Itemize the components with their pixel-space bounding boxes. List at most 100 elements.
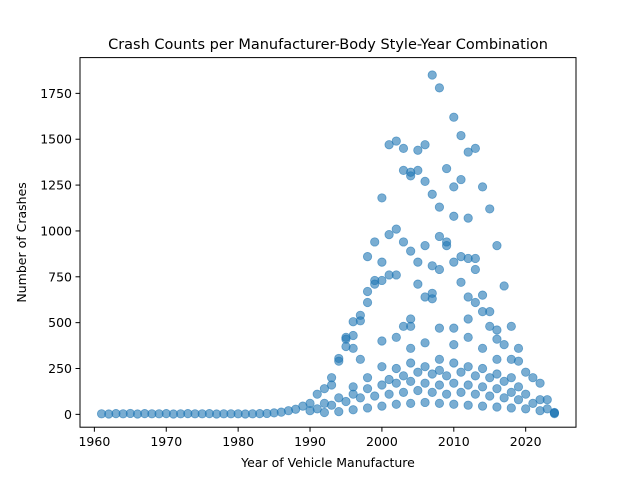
data-point: [463, 147, 473, 157]
data-point: [449, 399, 459, 409]
data-point: [477, 382, 488, 392]
data-point: [377, 257, 387, 267]
data-point: [521, 389, 531, 399]
data-point: [334, 353, 344, 364]
data-point: [449, 340, 459, 350]
data-point: [456, 174, 466, 185]
y-axis-label: Number of Crashes: [14, 182, 29, 302]
data-point: [456, 130, 466, 141]
data-point: [449, 112, 459, 122]
data-point: [463, 292, 473, 302]
data-point: [377, 380, 387, 390]
data-point: [456, 367, 466, 377]
data-point: [406, 376, 416, 386]
data-point: [549, 408, 560, 418]
data-point: [326, 400, 337, 410]
y-tick-label: 750: [48, 269, 72, 284]
data-point: [506, 387, 516, 397]
data-point: [470, 253, 480, 264]
data-point: [413, 165, 423, 176]
data-point: [362, 384, 373, 394]
data-point: [506, 373, 516, 383]
data-point: [499, 281, 509, 291]
data-point: [427, 369, 437, 379]
data-point: [413, 367, 423, 377]
data-point: [434, 380, 445, 390]
y-tick-label: 1000: [40, 223, 72, 238]
data-point: [449, 378, 459, 388]
data-point: [470, 297, 480, 308]
data-point: [456, 277, 466, 287]
data-point: [406, 398, 416, 408]
data-point: [427, 387, 437, 397]
data-point: [420, 140, 430, 150]
data-point: [413, 145, 423, 155]
data-point: [362, 252, 373, 262]
x-tick-label: 1980: [222, 434, 254, 449]
data-point: [521, 367, 531, 377]
data-point: [413, 385, 423, 396]
data-point: [513, 343, 524, 353]
data-point: [384, 140, 394, 150]
data-point: [470, 264, 480, 275]
x-tick-label: 2000: [366, 434, 398, 449]
data-point: [377, 193, 387, 203]
data-point: [477, 401, 488, 411]
x-tick-label: 1960: [78, 434, 110, 449]
y-tick-label: 500: [48, 315, 72, 330]
data-point: [427, 294, 437, 304]
data-point: [398, 371, 409, 381]
data-point: [513, 382, 524, 392]
data-point: [463, 314, 473, 324]
data-point: [334, 393, 344, 403]
data-point: [406, 171, 416, 181]
y-tick-label: 0: [64, 407, 72, 422]
data-point: [499, 340, 509, 350]
data-point: [499, 393, 509, 403]
data-point: [377, 401, 387, 411]
data-point: [362, 286, 373, 297]
data-point: [377, 362, 387, 372]
data-point: [449, 257, 459, 267]
data-point: [442, 163, 452, 174]
data-point: [442, 371, 452, 381]
x-tick-label: 2020: [510, 434, 542, 449]
data-point: [391, 399, 401, 409]
data-point: [528, 373, 538, 383]
x-axis: 1960 1970 1980 1990 2000 2010 2020: [78, 427, 542, 449]
data-point: [348, 343, 358, 353]
data-point: [348, 405, 358, 415]
data-point: [362, 297, 373, 308]
data-point: [434, 202, 445, 212]
data-point: [420, 362, 430, 372]
data-point: [442, 241, 452, 251]
data-point: [535, 395, 545, 405]
points-layer: [96, 70, 560, 419]
data-point: [391, 363, 401, 374]
data-point: [434, 323, 445, 333]
data-point: [355, 354, 365, 364]
data-point: [485, 391, 495, 401]
data-point: [420, 397, 430, 408]
data-point: [406, 343, 416, 353]
data-point: [499, 376, 509, 386]
data-point: [427, 70, 437, 80]
data-point: [434, 83, 445, 93]
data-point: [420, 176, 430, 187]
data-point: [463, 400, 473, 410]
data-point: [391, 332, 401, 342]
x-axis-label: Year of Vehicle Manufacture: [240, 455, 415, 470]
data-point: [535, 378, 545, 388]
y-axis: 0 250 500 750 1000 1250 1500 1750: [40, 86, 80, 422]
data-point: [391, 378, 401, 388]
data-point: [463, 362, 473, 372]
data-point: [326, 373, 337, 383]
data-point: [492, 334, 502, 344]
data-point: [470, 143, 480, 153]
data-point: [341, 396, 351, 407]
data-point: [355, 310, 365, 320]
data-point: [463, 380, 473, 390]
data-point: [434, 354, 445, 364]
data-point: [449, 211, 459, 221]
